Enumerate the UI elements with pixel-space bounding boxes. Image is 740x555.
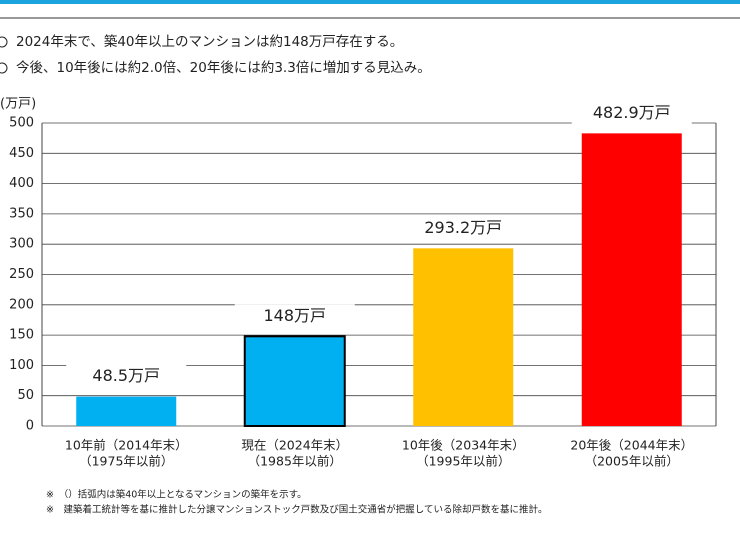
- value-label: 48.5万戸: [92, 366, 160, 385]
- x-tick-label: 10年前（2014年末）: [65, 438, 188, 453]
- footnote: ※ （）括弧内は築40年以上となるマンションの築年を示す。: [46, 489, 307, 501]
- value-label: 148万戸: [263, 306, 326, 325]
- value-label-bg: [403, 216, 524, 241]
- y-tick-label: 350: [9, 206, 34, 221]
- y-tick-label: 0: [26, 419, 34, 434]
- value-label: 482.9万戸: [593, 103, 671, 122]
- y-tick-label: 250: [9, 267, 34, 282]
- x-tick-label: 現在（2024年末）: [241, 438, 348, 453]
- x-tick-label: 20年後（2044年末）: [570, 438, 693, 453]
- y-tick-label: 100: [9, 358, 34, 373]
- y-tick-label: 200: [9, 297, 34, 312]
- x-tick-label: 10年後（2034年末）: [402, 438, 525, 453]
- value-label: 293.2万戸: [424, 218, 502, 237]
- y-tick-label: 450: [9, 146, 34, 161]
- bullet-text: 今後、10年後には約2.0倍、20年後には約3.3倍に増加する見込み。: [16, 60, 431, 76]
- bullet-text: 2024年末で、築40年以上のマンションは約148万戸存在する。: [16, 34, 403, 50]
- bar: [243, 335, 346, 428]
- x-tick-label: （1975年以前）: [79, 454, 173, 469]
- bar: [581, 133, 682, 426]
- x-tick-label: （1985年以前）: [248, 454, 342, 469]
- top-bar: [0, 0, 740, 4]
- bullet-icon: [0, 62, 8, 74]
- y-axis-label: (万戸): [0, 97, 36, 112]
- y-tick-label: 300: [9, 237, 34, 252]
- y-tick-label: 400: [9, 176, 34, 191]
- value-label-bg: [66, 364, 187, 389]
- y-tick-label: 150: [9, 328, 34, 343]
- plot: 0 50 100 150 200 250 300 350 400 450 500 10年前（2014年…: [9, 101, 717, 469]
- y-tick-label: 500: [9, 116, 34, 131]
- bar: [413, 248, 514, 426]
- x-tick-label: （2005年以前）: [585, 454, 679, 469]
- value-label-bg: [571, 101, 692, 126]
- footnote: ※ 建築着工統計等を基に推計した分譲マンションストック戸数及び国土交通省が把握し…: [46, 504, 548, 516]
- x-tick-label: （1995年以前）: [416, 454, 510, 469]
- bar: [76, 396, 177, 426]
- value-label-bg: [234, 304, 355, 329]
- y-tick-label: 50: [17, 388, 34, 403]
- bullet-icon: [0, 36, 8, 48]
